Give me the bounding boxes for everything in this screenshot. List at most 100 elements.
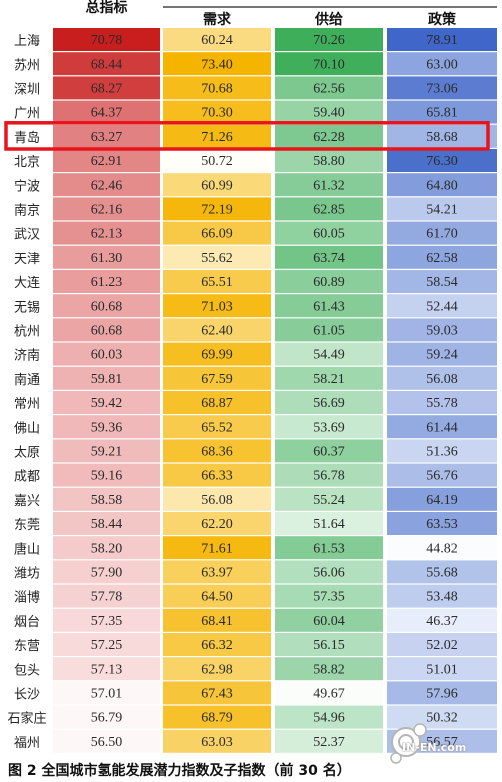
cell-value: 64.50 [201,590,233,605]
column-header: 总指标 [86,0,128,16]
heatmap-cell [275,391,383,414]
cell-value: 58.20 [91,541,123,556]
heatmap-cell [387,52,497,76]
heatmap-cell [387,657,497,681]
cell-value: 60.24 [201,33,233,48]
heatmap-cell [163,391,271,414]
cell-value: 53.69 [313,420,345,435]
cell-value: 44.82 [426,541,458,556]
city-label: 无锡 [14,300,40,315]
heatmap-cell [53,560,160,584]
cell-value: 57.01 [91,687,123,702]
heatmap-cell [275,415,383,439]
cell-value: 61.70 [426,227,458,242]
city-label: 福州 [14,736,40,751]
cell-value: 51.36 [426,445,458,460]
heatmap-cell [275,439,383,463]
cell-value: 73.06 [426,82,458,97]
cell-value: 59.81 [91,372,123,387]
cell-value: 62.40 [201,324,233,339]
cell-value: 60.04 [313,614,345,629]
cell-value: 60.68 [91,324,123,339]
heatmap-cell [163,149,271,172]
cell-value: 56.50 [91,735,123,750]
cell-value: 70.78 [91,33,123,48]
cell-value: 70.10 [313,57,345,72]
heatmap-cell [53,415,160,439]
cell-value: 56.79 [91,711,123,726]
heatmap-cell [275,729,383,753]
city-label: 杭州 [14,325,40,340]
heatmap-cell [275,270,383,293]
heatmap-cell [53,729,160,753]
heatmap-cell [53,705,160,729]
cell-value: 59.24 [426,348,458,363]
heatmap-cell [275,100,383,124]
watermark-logo [390,723,427,764]
cell-value: 51.64 [313,517,345,532]
heatmap-cell [275,52,383,76]
column-header: 政策 [428,11,457,28]
cell-value: 65.81 [426,106,458,121]
cell-value: 56.76 [426,469,458,484]
cell-value: 62.13 [91,227,123,242]
cell-value: 56.08 [426,372,458,387]
city-label: 广州 [14,107,40,122]
heatmap-cell [53,245,160,269]
cell-value: 55.24 [313,493,345,508]
heatmap-cell [163,608,271,632]
city-label: 北京 [14,155,40,170]
heatmap-cell [163,366,271,390]
cell-value: 62.91 [91,154,123,169]
cell-value: 70.30 [201,106,233,121]
cell-value: 51.01 [426,662,458,677]
city-label: 佛山 [14,421,40,436]
cell-value: 68.87 [201,396,233,411]
heatmap-cell [163,173,271,197]
cell-value: 62.98 [201,662,233,677]
cell-value: 68.41 [201,614,233,629]
column-header: 供给 [314,11,343,28]
cell-value: 60.05 [313,227,345,242]
heatmap-cell [163,512,271,535]
cell-value: 62.56 [313,82,345,97]
city-label: 武汉 [14,228,40,243]
cell-value: 57.90 [91,566,123,581]
heatmap-cell [53,100,160,124]
highlight-row-box [4,121,490,151]
cell-value: 54.21 [426,203,458,218]
heatmap-cell [275,633,383,656]
cell-value: 61.05 [313,324,345,339]
cell-value: 57.25 [91,638,123,653]
cell-value: 66.32 [201,638,233,653]
heatmap-cell [387,294,497,318]
heatmap-cell [163,536,271,560]
cell-value: 50.72 [201,154,233,169]
column-header: 需求 [203,11,232,28]
heatmap-cell [163,439,271,463]
heatmap-cell [53,657,160,681]
city-label: 潍坊 [14,567,40,582]
heatmap-cell [163,294,271,318]
heatmap-cell [275,149,383,172]
cell-value: 71.61 [201,541,233,556]
city-label: 宁波 [14,178,40,194]
cell-value: 71.03 [201,299,233,314]
heatmap-cell [275,487,383,511]
heatmap-cell [53,608,160,632]
city-label: 东莞 [14,518,40,533]
cell-value: 57.35 [313,590,345,605]
heatmap-cell [387,245,497,269]
cell-value: 67.43 [201,687,233,702]
cell-value: 58.68 [426,130,458,145]
heatmap-cell [53,124,160,148]
cell-value: 52.44 [426,299,458,314]
heatmap-cell [275,584,383,608]
cell-value: 67.59 [201,372,233,387]
heatmap-cell [163,681,271,705]
heatmap-cell [53,294,160,318]
cell-value: 70.68 [201,82,233,97]
heatmap-cell [387,76,497,100]
heatmap-cell [387,560,497,584]
cell-value: 70.26 [313,33,345,48]
